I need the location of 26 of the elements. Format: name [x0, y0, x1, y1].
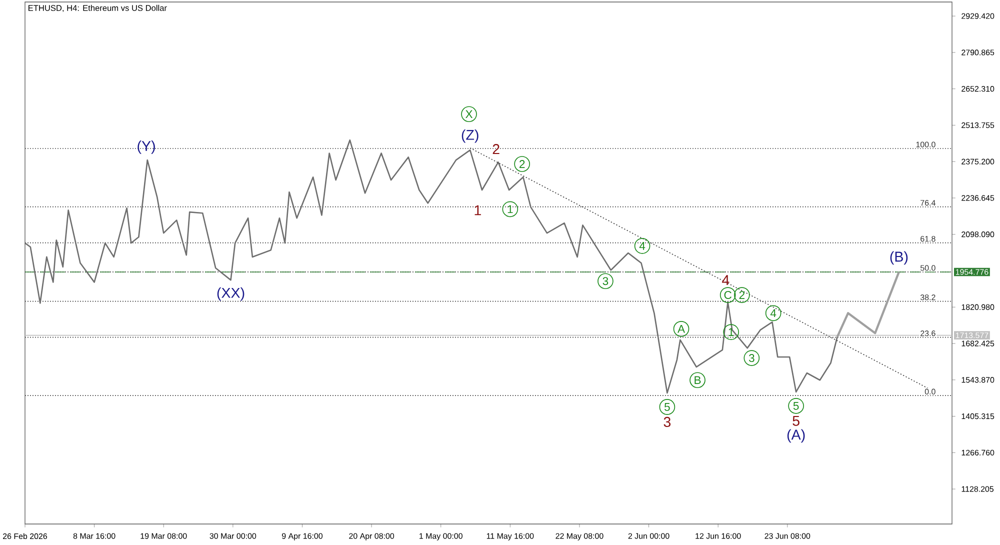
annotation: (XX): [217, 287, 244, 301]
annotation: B: [694, 376, 701, 384]
annotation: 1: [474, 205, 481, 216]
annotation: (Y): [138, 140, 155, 154]
annotation: 1: [508, 205, 513, 214]
annotation: A: [678, 325, 686, 333]
annotation: 2: [739, 291, 745, 299]
annotation: (A): [787, 429, 805, 443]
annotation: 1: [728, 328, 734, 336]
annotation: 5: [793, 402, 799, 410]
chart-title: ETHUSD, H4: Ethereum vs US Dollar: [28, 4, 167, 12]
annotation: 4: [770, 309, 776, 318]
annotation: 5: [792, 416, 800, 426]
annotation: X: [466, 110, 473, 118]
annotation: 4: [722, 275, 730, 285]
annotation: 2: [492, 144, 500, 154]
line-series: [836, 270, 900, 338]
annotation: 3: [664, 416, 671, 428]
annotation: (Z): [462, 129, 478, 143]
annotation: 3: [748, 354, 754, 362]
annotation: 3: [602, 277, 608, 286]
annotation: C: [724, 291, 732, 300]
annotation: (B): [890, 251, 908, 265]
annotation: 4: [639, 242, 646, 250]
annotation: 2: [520, 160, 525, 168]
annotation: 5: [664, 403, 670, 411]
